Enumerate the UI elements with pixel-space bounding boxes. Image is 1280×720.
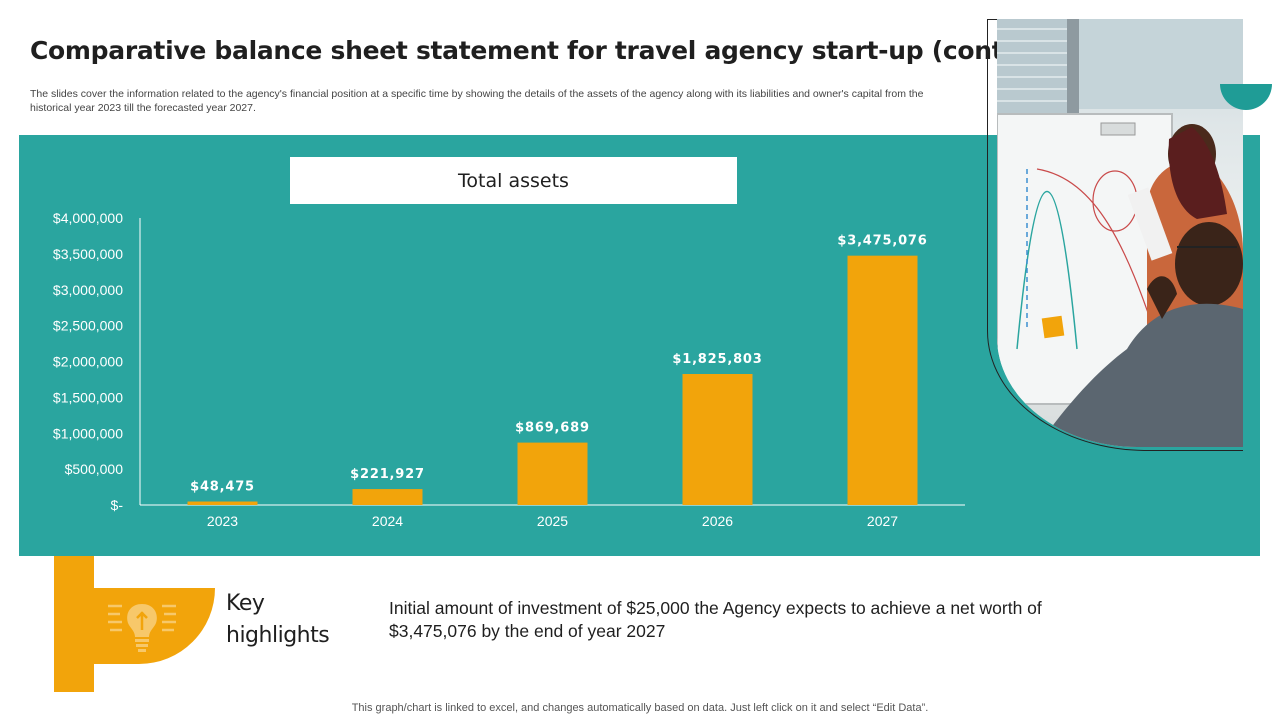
footnote: This graph/chart is linked to excel, and… [351, 702, 929, 714]
y-tick-label: $500,000 [65, 461, 124, 477]
data-label: $1,825,803 [672, 352, 762, 367]
chart-title: Total assets [290, 157, 737, 204]
x-tick-label: 2024 [372, 513, 403, 529]
highlights-text: Initial amount of investment of $25,000 … [389, 598, 1042, 641]
bar [187, 501, 258, 505]
y-tick-label: $1,500,000 [53, 389, 123, 405]
data-label: $3,475,076 [837, 234, 927, 249]
lightbulb-icon [108, 604, 176, 652]
data-label: $48,475 [190, 480, 255, 495]
x-tick-label: 2025 [537, 513, 568, 529]
x-tick-label: 2027 [867, 513, 898, 529]
data-label: $869,689 [515, 421, 590, 436]
y-tick-label: $3,000,000 [53, 282, 123, 298]
highlights-title: Key highlights [226, 591, 330, 648]
x-tick-label: 2026 [702, 513, 733, 529]
bar [352, 489, 423, 505]
bar [847, 255, 918, 505]
y-tick-label: $2,000,000 [53, 354, 123, 370]
data-label: $221,927 [350, 467, 425, 482]
bar [682, 373, 753, 505]
y-tick-label: $1,000,000 [53, 425, 123, 441]
x-tick-label: 2023 [207, 513, 238, 529]
highlights-accent-bar [54, 556, 94, 692]
y-tick-label: $3,500,000 [53, 246, 123, 262]
y-tick-label: $- [111, 497, 124, 513]
team-photo [997, 19, 1243, 447]
bar [517, 442, 588, 505]
y-tick-label: $2,500,000 [53, 318, 123, 334]
page-subtitle: The slides cover the information related… [30, 88, 924, 114]
y-tick-label: $4,000,000 [53, 210, 123, 226]
page-title: Comparative balance sheet statement for … [30, 36, 1024, 65]
